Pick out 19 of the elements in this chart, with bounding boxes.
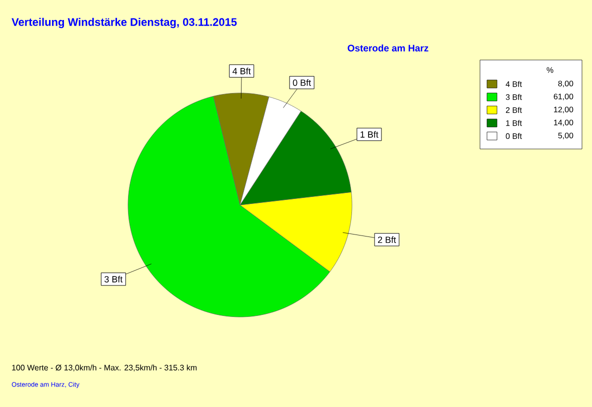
text: 100 Werte - Ø 13,0km/h - Max. 23,5km/h - 315.3 km — [12, 364, 197, 372]
slice-label: 0 Bft — [292, 79, 312, 86]
data-label: 5,00 — [558, 132, 574, 140]
legend-label: 1 Bft — [506, 120, 522, 126]
data-label: 12,00 — [554, 106, 574, 114]
legend-label: 2 Bft — [506, 107, 522, 113]
slice-label: 4 Bft — [232, 68, 251, 74]
chart-title: Verteilung Windstärke Dienstag, 03.11.2015 — [12, 18, 237, 28]
slice-label: 2 Bft — [378, 236, 396, 243]
legend-label: 0 Bft — [506, 133, 522, 139]
legend-title: % — [546, 67, 554, 73]
legend-label: 3 Bft — [506, 94, 522, 100]
data-label: 61,00 — [554, 94, 574, 100]
chart-subtitle: Osterode am Harz — [348, 44, 428, 52]
data-label: 14,00 — [554, 120, 574, 126]
slice-label: 3 Bft — [104, 276, 123, 282]
slice-label: 1 Bft — [360, 131, 378, 138]
legend-label: 4 Bft — [506, 81, 522, 87]
data-label: 8,00 — [558, 80, 574, 88]
